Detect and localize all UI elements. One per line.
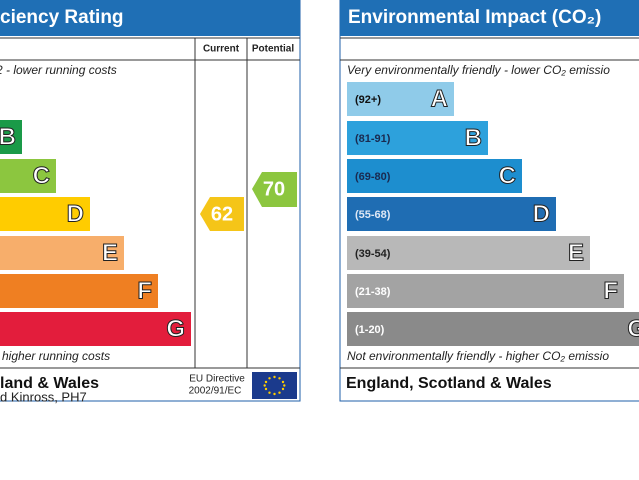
band-letter: E (102, 239, 118, 266)
band (347, 197, 556, 231)
band (347, 159, 522, 193)
left-frame (0, 0, 301, 402)
band-letter: B (465, 124, 482, 151)
band (0, 274, 158, 308)
band-range: (69-80) (355, 171, 391, 183)
band-range: (1-20) (355, 324, 385, 336)
band-letter: C (33, 162, 50, 189)
band-letter: F (603, 277, 618, 304)
band (347, 236, 590, 270)
band (0, 159, 56, 193)
band-range: (92+) (355, 94, 381, 106)
column-header: Current (203, 44, 240, 55)
band (347, 121, 488, 155)
address: d Kinross, PH7 (0, 389, 87, 404)
band (347, 312, 639, 346)
band (0, 312, 191, 346)
right-frame (339, 0, 639, 402)
band (0, 120, 22, 154)
right-header (340, 0, 639, 36)
band-range: (39-54) (355, 248, 391, 260)
bottom-note: higher running costs (2, 349, 110, 363)
left-header (0, 0, 300, 36)
band-range: (55-68) (355, 209, 391, 221)
right-footer: England, Scotland & Wales (346, 375, 552, 392)
left-title: ciency Rating (0, 7, 124, 28)
band-letter: C (499, 162, 516, 189)
potential-pointer (252, 172, 297, 207)
current-rating: 62 (211, 203, 233, 225)
band-letter: A (431, 85, 448, 112)
band-letter: B (0, 123, 16, 150)
current-pointer (200, 197, 244, 231)
band (0, 236, 124, 270)
band-letter: F (137, 277, 152, 304)
band-letter: G (627, 315, 639, 342)
band-letter: E (568, 239, 584, 266)
directive: 2002/91/EC (189, 386, 242, 397)
eu-flag (252, 372, 297, 399)
band (347, 274, 624, 308)
bottom-note: Not environmentally friendly - higher CO… (347, 349, 609, 363)
band-range: (81-91) (355, 133, 391, 145)
band (0, 197, 90, 231)
top-note: Very environmentally friendly - lower CO… (347, 63, 610, 77)
band-letter: D (67, 200, 84, 227)
potential-rating: 70 (263, 178, 285, 200)
band-letter: G (166, 315, 185, 342)
directive: EU Directive (189, 374, 245, 385)
band-range: (21-38) (355, 286, 391, 298)
right-title: Environmental Impact (CO₂) (348, 7, 601, 28)
band-letter: D (533, 200, 550, 227)
left-footer: land & Wales (0, 375, 99, 392)
top-note: 2 - lower running costs (0, 63, 117, 77)
band (347, 82, 454, 116)
column-header: Potential (252, 44, 294, 55)
